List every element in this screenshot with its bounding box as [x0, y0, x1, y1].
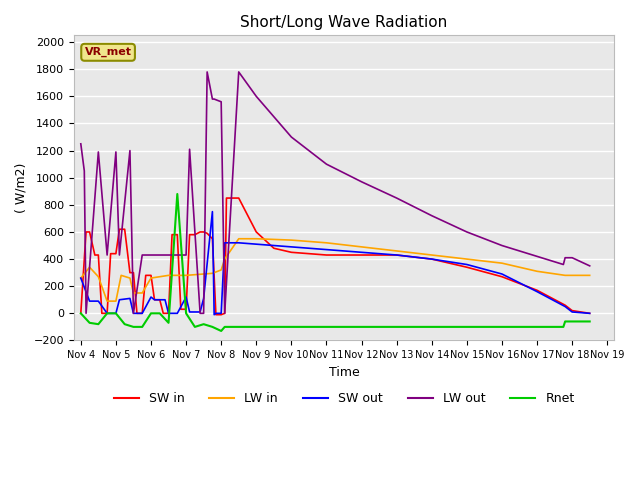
Text: VR_met: VR_met	[84, 47, 132, 58]
Legend: SW in, LW in, SW out, LW out, Rnet: SW in, LW in, SW out, LW out, Rnet	[109, 387, 579, 410]
X-axis label: Time: Time	[329, 366, 360, 379]
Title: Short/Long Wave Radiation: Short/Long Wave Radiation	[241, 15, 447, 30]
Y-axis label: ( W/m2): ( W/m2)	[15, 163, 28, 213]
